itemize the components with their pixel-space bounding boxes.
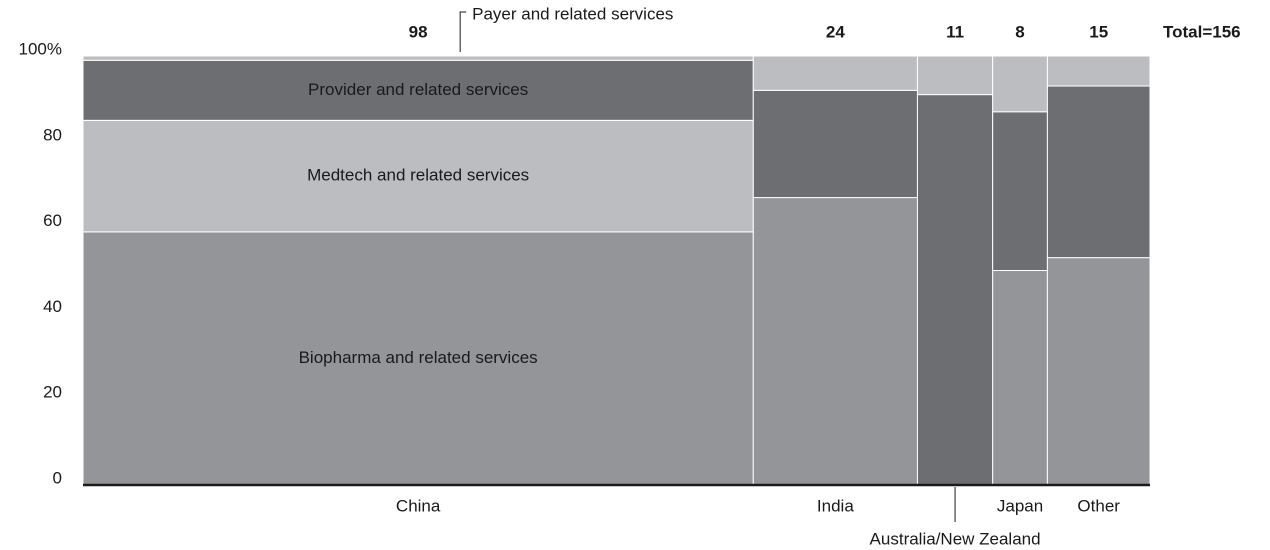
- column-total: 98: [409, 22, 428, 41]
- y-tick-label: 40: [43, 297, 62, 316]
- y-tick-label: 20: [43, 383, 62, 402]
- segment: [82, 231, 754, 486]
- segment: [916, 94, 994, 486]
- x-tick-label: China: [396, 496, 441, 515]
- segment: [992, 55, 1048, 113]
- segment: [992, 111, 1048, 271]
- column-total: 24: [826, 22, 845, 41]
- segment: [916, 55, 994, 96]
- column-total: 15: [1089, 22, 1108, 41]
- segment-label: Provider and related services: [308, 80, 528, 99]
- segment: [992, 270, 1048, 486]
- segment-label: Medtech and related services: [307, 166, 529, 185]
- x-tick-label: Other: [1077, 496, 1120, 515]
- column-total: 8: [1015, 22, 1024, 41]
- y-tick-label: 0: [53, 468, 62, 487]
- segment: [1046, 257, 1151, 486]
- segment: [82, 119, 754, 233]
- x-tick-label: Japan: [997, 496, 1043, 515]
- column-total: 11: [946, 22, 964, 41]
- y-tick-label: 100%: [19, 39, 62, 58]
- segment: [752, 55, 918, 91]
- x-tick-label: Australia/New Zealand: [870, 529, 1041, 548]
- x-tick-label: India: [817, 496, 854, 515]
- y-tick-label: 60: [43, 211, 62, 230]
- segment: [752, 89, 918, 199]
- grand-total: Total=156: [1163, 22, 1241, 41]
- leader-line: [459, 11, 467, 52]
- segment: [1046, 55, 1151, 87]
- segment: [82, 55, 754, 61]
- segment-label: Payer and related services: [472, 4, 673, 23]
- segment: [752, 197, 918, 486]
- y-tick-label: 80: [43, 125, 62, 144]
- segment: [1046, 85, 1151, 259]
- segment-label: Biopharma and related services: [299, 348, 538, 367]
